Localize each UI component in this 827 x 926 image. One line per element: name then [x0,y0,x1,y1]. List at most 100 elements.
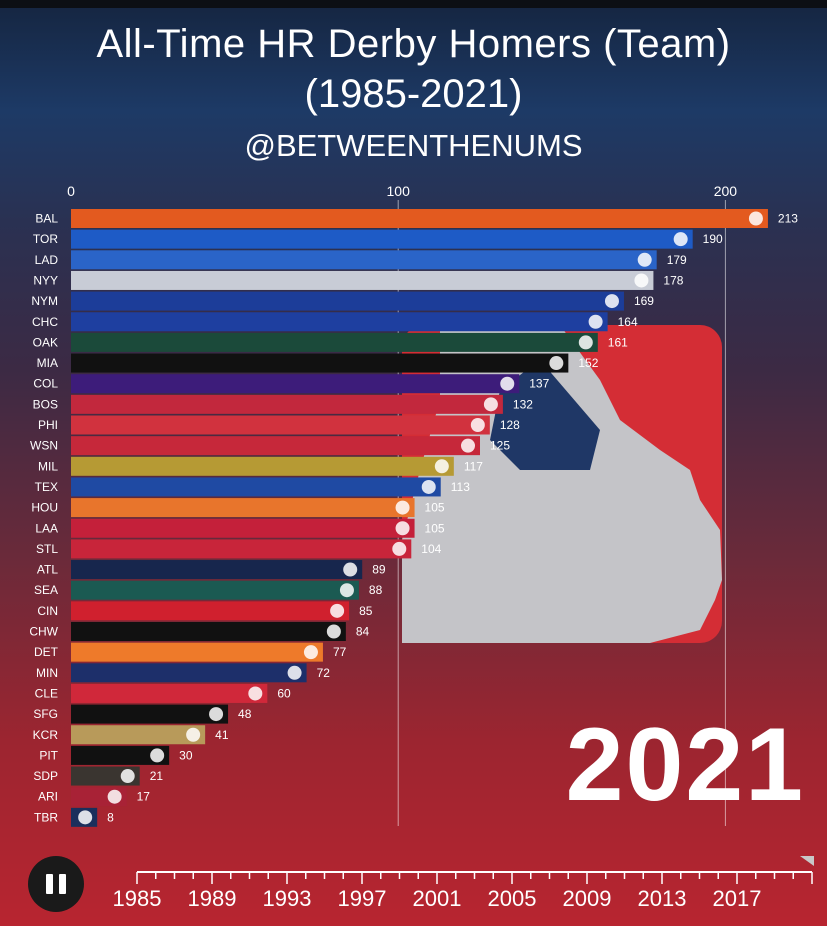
value-label: 84 [356,625,370,639]
category-label: MIL [38,459,58,473]
category-label: OAK [33,335,58,349]
team-logo-icon [330,603,345,618]
bar-bos [71,394,503,414]
team-logo-icon [209,707,224,722]
team-logo-icon [421,479,436,494]
bar-lad [71,250,657,270]
timeline-year-label: 2005 [488,886,537,911]
pause-button[interactable] [28,856,84,912]
category-label: MIA [37,356,58,370]
category-label: HOU [31,501,58,515]
timeline-year-label: 1993 [263,886,312,911]
value-label: 105 [425,521,445,535]
value-label: 77 [333,645,347,659]
pause-icon [46,874,66,894]
value-label: 164 [618,315,638,329]
value-label: 30 [179,748,193,762]
team-logo-icon [120,769,135,784]
category-label: CIN [37,604,58,618]
category-label: LAA [35,521,58,535]
value-label: 152 [578,356,598,370]
x-tick-label: 100 [387,183,411,199]
value-label: 161 [608,335,628,349]
bar-col [71,374,520,394]
team-logo-icon [461,438,475,453]
category-label: PHI [38,418,58,432]
category-label: BOS [33,397,58,411]
chart-handle: @BETWEENTHENUMS [244,128,583,163]
value-label: 60 [277,686,291,700]
timeline-year-label: 2013 [638,886,687,911]
team-logo-icon [395,521,410,536]
bar-chw [71,622,346,641]
team-logo-icon [637,252,652,267]
value-label: 125 [490,439,510,453]
value-label: 178 [663,273,683,287]
team-logo-icon [392,541,407,556]
team-logo-icon [549,356,564,371]
bar-cle [71,683,268,703]
bar-mil [71,456,454,476]
category-label: LAD [35,253,59,267]
top-bar [0,0,827,8]
timeline-year-label: 2001 [413,886,462,911]
bar-laa [71,518,415,538]
team-logo-icon [500,376,515,391]
value-label: 132 [513,397,533,411]
category-label: ARI [38,790,58,804]
value-label: 117 [464,459,483,473]
category-label: STL [36,542,58,556]
category-label: SFG [33,707,58,721]
bar-sea [71,580,359,600]
category-label: SEA [34,583,58,597]
x-tick-label: 200 [714,183,738,199]
bar-nyy [71,270,654,290]
team-logo-icon [339,583,354,598]
value-label: 104 [421,542,441,556]
value-label: 21 [150,769,164,783]
bar-cin [71,601,350,621]
category-label: TBR [34,810,58,824]
bar-atl [71,560,363,580]
category-label: WSN [30,439,58,453]
value-label: 113 [451,480,470,494]
category-label: BAL [35,212,58,226]
value-label: 137 [529,377,549,391]
timeline-year-label: 1985 [113,886,162,911]
value-label: 85 [359,604,373,618]
value-label: 41 [215,728,229,742]
category-label: PIT [39,748,58,762]
team-logo-icon [150,748,165,763]
value-label: 8 [107,810,114,824]
team-logo-icon [326,624,341,639]
chart-title: All-Time HR Derby Homers (Team) [96,22,731,66]
bar-sdp [71,766,140,786]
team-logo-icon [604,294,619,309]
bar-hou [71,498,415,518]
bar-wsn [71,436,480,456]
category-label: TOR [33,232,58,246]
category-label: COL [33,377,58,391]
bar-bal [71,209,768,228]
team-logo-icon [78,810,93,825]
bar-pit [71,745,170,765]
category-label: ATL [37,563,58,577]
team-logo-icon [588,314,603,329]
value-label: 105 [425,501,445,515]
team-logo-icon [343,562,358,577]
team-logo-icon [303,645,318,660]
bar-sfg [71,704,229,724]
bar-stl [71,539,412,559]
bar-phi [71,415,490,435]
category-label: KCR [33,728,59,742]
category-label: TEX [35,480,58,494]
value-label: 179 [667,253,687,267]
current-year: 2021 [565,707,805,823]
bar-oak [71,332,598,352]
value-label: 190 [703,232,723,246]
value-label: 48 [238,707,252,721]
value-label: 128 [500,418,520,432]
value-label: 88 [369,583,383,597]
timeline-year-label: 2009 [563,886,612,911]
